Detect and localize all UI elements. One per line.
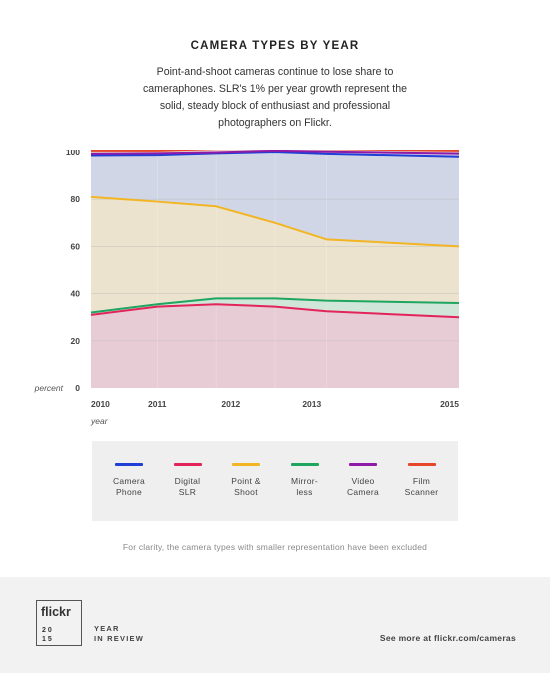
x-tick-label: 2012 [221, 399, 240, 409]
area-point-shoot [91, 196, 459, 313]
legend-label: Video Camera [346, 476, 380, 497]
legend-item: Camera Phone [103, 461, 155, 498]
chart-title: CAMERA TYPES BY YEAR [190, 40, 360, 52]
y-tick-label: 100 [66, 150, 80, 157]
legend-label: Camera Phone [112, 476, 146, 497]
legend-label: Digital SLR [174, 476, 201, 497]
legend-item: Digital SLR [162, 461, 214, 498]
area-chart: 0 20 40 60 80 100 percent 2010 2011 2012 2013 2015 y… [34, 150, 460, 426]
line-camera-phone [90, 151, 460, 158]
legend-item: Point & Shoot [220, 461, 272, 498]
legend-label: Film Scanner [404, 476, 439, 497]
yir-line1: YEAR [94, 624, 120, 633]
legend-swatch [115, 463, 143, 466]
legend: Camera Phone Digital SLR Point & Shoot Mirr… [92, 441, 458, 521]
legend-swatch [232, 463, 260, 466]
y-axis-label: percent [34, 383, 64, 393]
x-tick-label: 2013 [302, 399, 321, 409]
y-tick-label: 60 [71, 241, 81, 251]
line-digital-slr [90, 303, 460, 319]
legend-swatch [349, 463, 377, 466]
see-more-link[interactable]: See more at flickr.com/cameras [379, 633, 516, 643]
logo-year-line1: 20 [42, 627, 54, 634]
flickr-logo[interactable]: flickr 20 15 [36, 600, 82, 646]
legend-swatch [407, 463, 436, 466]
legend-item: Film Scanner [396, 461, 448, 498]
logo-year: 20 15 [42, 626, 54, 644]
x-tick-label: 2015 [440, 399, 459, 409]
x-axis-label: year [90, 416, 109, 426]
legend-item: Mirror- less [279, 461, 331, 498]
line-video-camera [90, 150, 460, 155]
line-mirrorless [90, 297, 460, 314]
logo-year-line2: 15 [42, 636, 54, 643]
footer: flickr 20 15 YEAR IN REVIEW See more at … [0, 577, 550, 673]
y-tick-label: 80 [71, 194, 81, 204]
line-point-shoot [90, 195, 460, 248]
legend-item: Video Camera [337, 461, 389, 498]
legend-swatch [290, 463, 319, 466]
footnote: For clarity, the camera types with small… [122, 542, 428, 552]
y-tick-label: 0 [75, 383, 80, 393]
logo-wordmark: flickr [41, 605, 71, 619]
y-tick-label: 40 [71, 289, 81, 299]
y-tick-label: 20 [71, 336, 81, 346]
line-film-scanner [91, 150, 460, 152]
area-digital-slr [91, 304, 459, 388]
legend-label: Point & Shoot [231, 476, 261, 497]
x-tick-label: 2011 [148, 399, 167, 409]
legend-swatch [173, 463, 202, 466]
chart-subtitle: Point-and-shoot cameras continue to lose… [142, 66, 408, 129]
yir-line2: IN REVIEW [94, 634, 144, 643]
legend-label: Mirror- less [290, 476, 319, 497]
year-in-review-label: YEAR IN REVIEW [94, 624, 144, 644]
x-tick-label: 2010 [91, 399, 110, 409]
